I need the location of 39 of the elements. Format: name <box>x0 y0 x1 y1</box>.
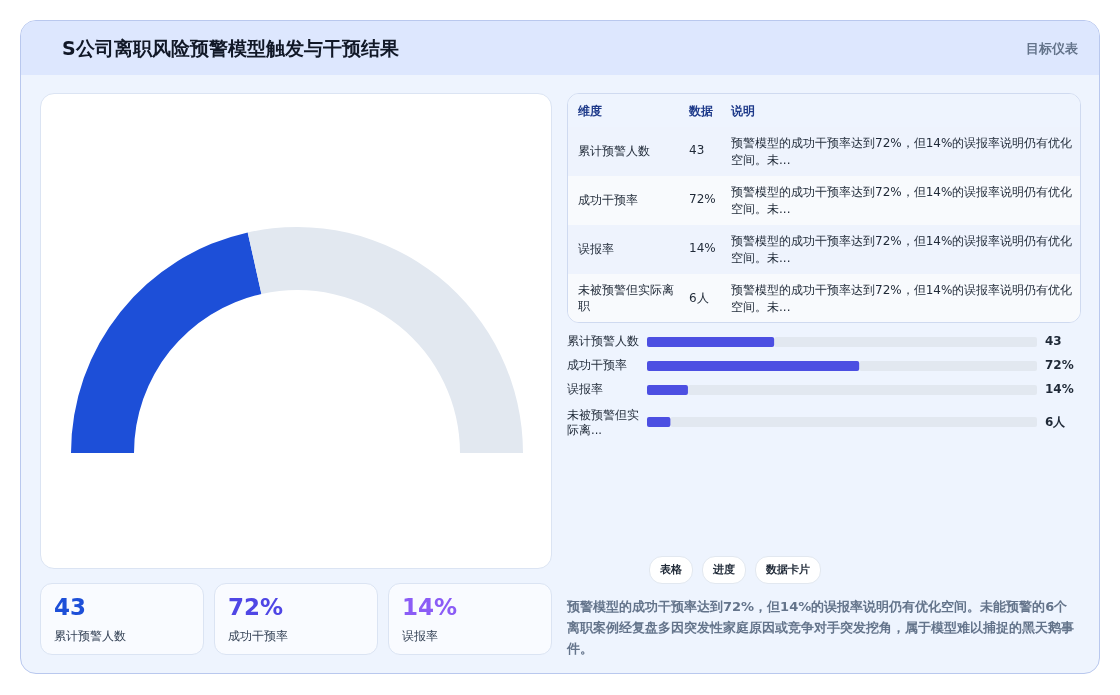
y-tick-label: 未被预警但实际离... <box>567 408 640 438</box>
bar <box>774 337 1037 347</box>
text: 数据 <box>689 103 713 120</box>
y-tick-label: 累计预警人数 <box>567 334 640 349</box>
bar <box>647 361 860 371</box>
text: 14% <box>689 241 716 255</box>
text: 累计预警人数 <box>54 628 126 645</box>
text: 72% <box>1045 358 1074 372</box>
text: 6人 <box>689 290 709 307</box>
text: 预警模型的成功干预率达到72%，但14%的误报率说明仍有优化空间。未能预警的6个离职案例经复盘多因突发性家庭原因或竞争对手突发挖角，属于模型难以捕捉的黑天鹅事件。 <box>567 598 1075 658</box>
text: 43 <box>54 594 87 620</box>
y-tick-label: 误报率 <box>567 382 604 397</box>
text: 预警模型的成功干预率达到72%，但14%的误报率说明仍有优化空间。未... <box>731 282 1074 316</box>
text: 预警模型的成功干预率达到72%，但14%的误报率说明仍有优化空间。未... <box>731 135 1074 169</box>
text: 14% <box>1045 382 1074 396</box>
text: 数据卡片 <box>755 556 821 584</box>
text: 维度 <box>578 103 602 120</box>
bar <box>859 361 1037 371</box>
bar <box>687 385 1037 395</box>
text: 误报率 <box>402 628 438 645</box>
text: 14% <box>402 594 458 620</box>
y-tick-label: 成功干预率 <box>567 358 628 373</box>
text: 72% <box>689 192 716 206</box>
category-label: 未被预警但实际离职 <box>578 282 675 314</box>
text: 进度 <box>702 556 746 584</box>
text: 表格 <box>649 556 693 584</box>
text: 72% <box>228 594 284 620</box>
category-label: 累计预警人数 <box>578 143 651 159</box>
text: 目标仪表 <box>1026 40 1078 58</box>
text: 成功干预率 <box>228 628 288 645</box>
bar <box>647 385 688 395</box>
text: 预警模型的成功干预率达到72%，但14%的误报率说明仍有优化空间。未... <box>731 233 1074 267</box>
bar <box>647 337 775 347</box>
text: 预警模型的成功干预率达到72%，但14%的误报率说明仍有优化空间。未... <box>731 184 1074 218</box>
chart-title: S公司离职风险预警模型触发与干预结果 <box>62 36 399 61</box>
text: 说明 <box>731 103 755 120</box>
text: 43 <box>689 143 705 157</box>
text: 43 <box>1045 334 1062 348</box>
text: 6人 <box>1045 414 1066 431</box>
